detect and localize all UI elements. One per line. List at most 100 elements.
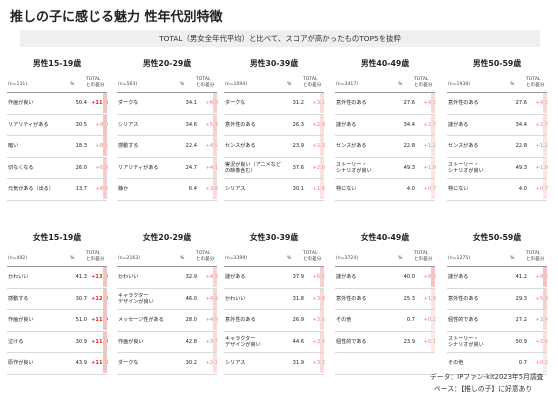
attribute-label: ストーリー・ シナリオが良い — [448, 161, 484, 174]
diff-bar — [213, 157, 217, 178]
table-row: ダークな 30.2 +2.1 — [117, 353, 218, 375]
table-row: かわいい 31.8 +3.8 — [224, 288, 325, 310]
pct-value: 26.0 — [75, 164, 87, 171]
pct-value: 27.6 — [515, 100, 527, 106]
pct-column-label: % — [70, 82, 75, 87]
segment-title: 女性20-29歳 — [142, 233, 192, 242]
diff-bar — [103, 353, 107, 373]
pct-value: 4.0 — [518, 186, 527, 192]
diff-bar — [213, 267, 217, 287]
segment-panel: 女性50-59歳 (n=1275)% TOTAL との差分 謎がある 41.2 +9.5 意… — [447, 232, 548, 375]
table-row: センスがある 22.8 +1.2 — [447, 136, 548, 158]
pct-value: 0.7 — [518, 360, 527, 366]
diff-bar — [213, 179, 217, 199]
pct-value: 34.4 — [403, 121, 415, 128]
diff-bar — [431, 157, 435, 178]
diff-bar — [431, 93, 435, 113]
diff-bar — [543, 93, 547, 113]
attribute-label: 個性的である — [448, 317, 479, 323]
segment-panel: 男性50-59歳 (n=1938)% TOTAL との差分 意外性のある 27.6 +4.… — [447, 58, 548, 201]
pct-value: 6.4 — [188, 186, 197, 192]
pct-column-label: % — [180, 256, 185, 261]
diff-bar — [103, 331, 107, 352]
diff-value: +11.5 — [91, 360, 108, 366]
attribute-label: 意外性のある — [225, 317, 256, 323]
pct-value: 41.3 — [75, 274, 87, 280]
attribute-label: かわいい — [225, 295, 246, 302]
attribute-label: 元気がある（出る） — [8, 186, 54, 192]
diff-bar — [103, 93, 107, 113]
attribute-label: ダークな — [118, 360, 139, 366]
attribute-label: かわいい — [118, 274, 139, 280]
sample-size: (n=3417) — [336, 82, 359, 87]
column-header: (n=492)% TOTAL との差分 — [7, 244, 107, 267]
diff-bar — [103, 310, 107, 330]
pct-column-label: % — [398, 256, 403, 261]
attribute-label: シリアス — [225, 186, 246, 192]
segment-panel: 男性40-49歳 (n=3417)% TOTAL との差分 意外性のある 27.6 +4.… — [335, 58, 436, 201]
diff-value: +0.7 — [535, 186, 548, 192]
pct-value: 42.8 — [185, 338, 197, 345]
attribute-label: 謎がある — [336, 274, 357, 280]
diff-value: +3.2 — [312, 360, 325, 366]
column-header: (n=563)% TOTAL との差分 — [117, 70, 217, 93]
diff-value: +6.2 — [312, 274, 325, 280]
column-header: (n=3399)% TOTAL との差分 — [224, 244, 324, 267]
diff-value: +5.9 — [205, 121, 218, 128]
pct-value: 30.2 — [185, 360, 197, 366]
pct-value: 44.6 — [292, 338, 304, 345]
diff-bar — [213, 136, 217, 156]
attribute-label: 意外性のある — [336, 100, 367, 106]
segment-panel: 女性20-29歳 (n=2163)% TOTAL との差分 かわいい 32.9 +4.9 キ… — [117, 232, 218, 375]
diff-bar — [320, 267, 324, 287]
diff-value: +4.2 — [535, 100, 548, 106]
attribute-label: キャラクター デザインが良い — [118, 292, 154, 305]
diff-bar — [543, 136, 547, 156]
diff-value: +4.0 — [205, 317, 218, 323]
attribute-label: 感動する — [8, 295, 29, 302]
diff-value: +0.1 — [423, 338, 436, 345]
diff-bar — [431, 114, 435, 135]
sample-size: (n=492) — [8, 256, 28, 261]
diff-value: +1.9 — [423, 295, 436, 302]
diff-bar — [543, 179, 547, 199]
table-row: シリアス 30.1 +1.4 — [224, 179, 325, 201]
diff-value: +0.7 — [423, 186, 436, 192]
sample-size: (n=1938) — [448, 82, 471, 87]
diff-column-label: TOTAL との差分 — [86, 251, 105, 262]
pct-value: 31.9 — [292, 360, 304, 366]
attribute-label: 意外性のある — [448, 295, 479, 302]
diff-value: +9.9 — [95, 121, 108, 128]
diff-column-label: TOTAL との差分 — [526, 77, 545, 88]
segment-panel: 男性15-19歳 (n=131)% TOTAL との差分 作画が良い 50.4 +11.3… — [7, 58, 108, 201]
pct-column-label: % — [510, 82, 515, 87]
pct-value: 41.2 — [515, 274, 527, 280]
table-row: ストーリー・ シナリオが良い 49.3 +1.0 — [335, 157, 436, 179]
diff-bar — [431, 179, 435, 199]
table-row: センスがある 23.9 +2.3 — [224, 136, 325, 158]
diff-bar — [543, 114, 547, 135]
attribute-label: 泣ける — [8, 338, 24, 345]
table-row: 作画が良い 50.4 +11.3 — [7, 93, 108, 115]
diff-bar — [320, 288, 324, 309]
diff-value: +0.2 — [423, 317, 436, 323]
table-row: 意外性のある 25.3 +1.9 — [335, 288, 436, 310]
pct-column-label: % — [510, 256, 515, 261]
attribute-label: 暗い — [8, 143, 19, 149]
pct-value: 46.0 — [185, 295, 197, 302]
table-row: かわいい 32.9 +4.9 — [117, 267, 218, 289]
table-row: 特にない 4.0 +0.7 — [447, 179, 548, 201]
diff-bar — [213, 114, 217, 135]
diff-value: +13.3 — [91, 274, 108, 280]
table-row: 個性的である 23.9 +0.1 — [335, 331, 436, 353]
diff-value: +4.2 — [423, 100, 436, 106]
diff-value: +2.0 — [312, 164, 325, 171]
pct-value: 0.7 — [406, 317, 415, 323]
pct-value: 32.9 — [185, 274, 197, 280]
segment-title: 女性40-49歳 — [360, 233, 410, 242]
diff-column-label: TOTAL との差分 — [196, 251, 215, 262]
diff-value: +12.8 — [91, 295, 108, 302]
attribute-label: センスがある — [336, 143, 367, 149]
diff-bar — [320, 93, 324, 113]
diff-value: +2.7 — [535, 121, 548, 128]
